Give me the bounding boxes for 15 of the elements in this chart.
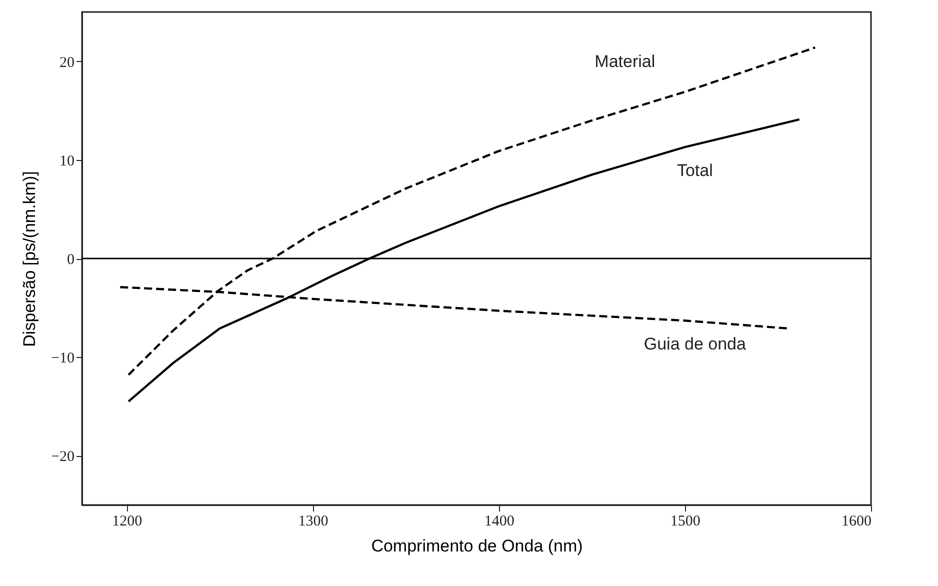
y-axis-title: Dispersão [ps/(nm.km)] (20, 171, 40, 347)
series-label: Material (594, 52, 656, 71)
series-label: Guia de onda (644, 334, 746, 354)
x-tick-label: 1300 (298, 514, 328, 530)
y-tick-label: −10 (51, 350, 74, 367)
y-tick-label: 10 (60, 153, 74, 170)
y-tick-label: −20 (51, 449, 74, 466)
x-tick-label: 1200 (112, 514, 142, 530)
y-tick-label: 20 (60, 54, 74, 71)
x-tick-label: 1600 (842, 514, 872, 530)
x-tick-label: 1400 (484, 514, 514, 530)
x-axis-title: Comprimento de Onda (nm) (371, 536, 583, 556)
y-tick-label: 0 (67, 252, 74, 268)
series-label: Total (676, 161, 713, 180)
x-tick-label: 1500 (670, 514, 700, 530)
